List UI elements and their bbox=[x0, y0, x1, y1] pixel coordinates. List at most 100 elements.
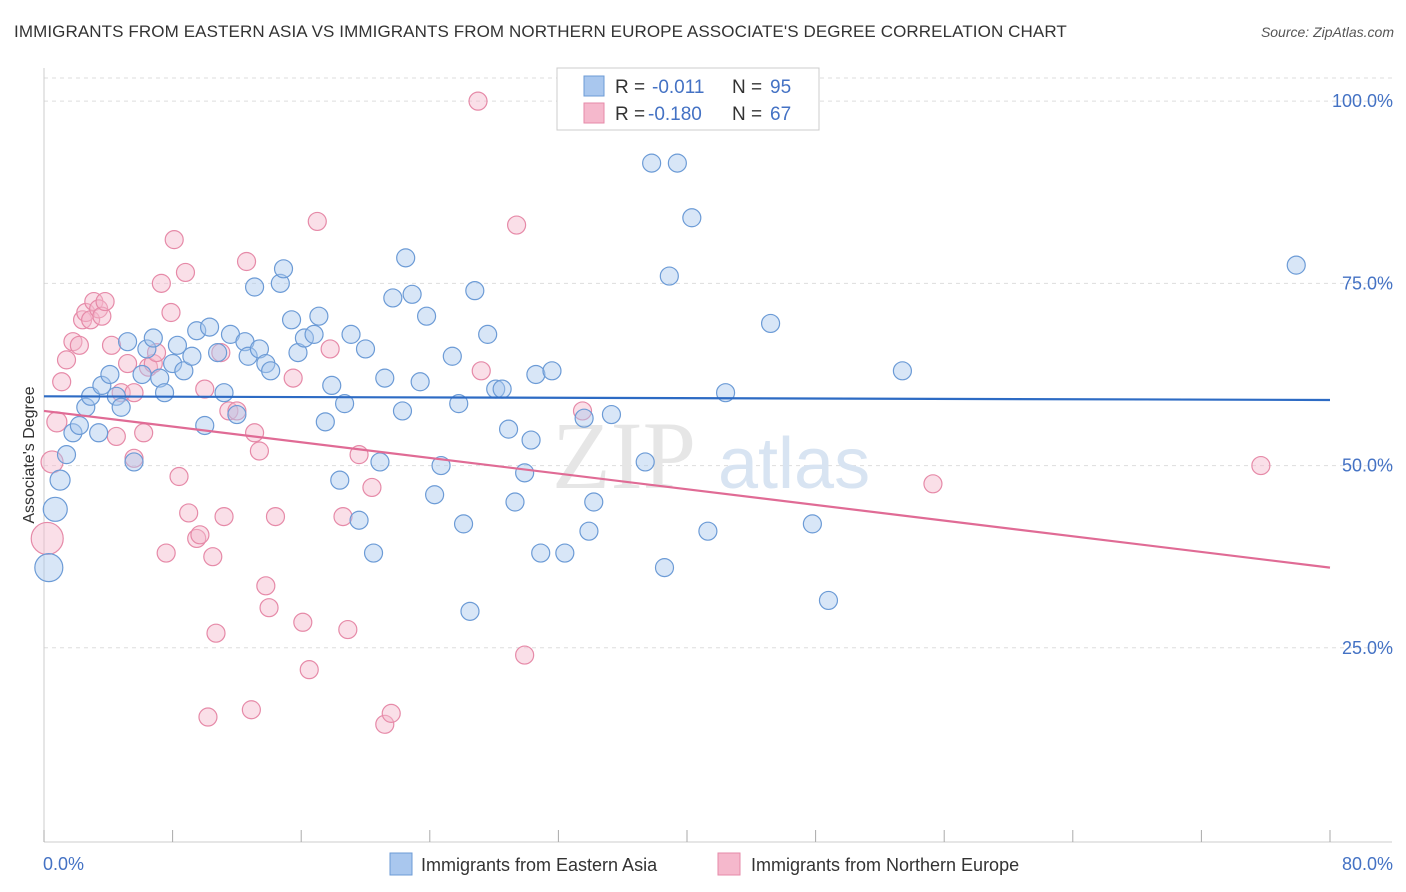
point-blue bbox=[163, 353, 183, 374]
trend-line-pink bbox=[43, 409, 1331, 569]
point-blue bbox=[363, 543, 384, 563]
x-tick-label-min: 0.0% bbox=[43, 854, 84, 874]
point-blue bbox=[270, 273, 290, 293]
point-blue bbox=[642, 153, 662, 173]
point-blue bbox=[498, 419, 519, 439]
point-blue bbox=[335, 394, 355, 414]
point-blue bbox=[273, 259, 294, 279]
point-pink bbox=[134, 423, 154, 443]
point-blue bbox=[892, 361, 913, 381]
point-pink bbox=[95, 291, 115, 312]
legend-r-value-blue: -0.011 bbox=[652, 77, 704, 98]
point-blue bbox=[322, 375, 342, 396]
point-pink bbox=[151, 273, 171, 293]
watermark-zip: ZIP bbox=[552, 402, 696, 509]
point-blue bbox=[682, 208, 702, 228]
point-blue bbox=[199, 317, 220, 337]
point-pink bbox=[507, 215, 527, 235]
point-pink bbox=[307, 211, 327, 232]
chart-title: IMMIGRANTS FROM EASTERN ASIA VS IMMIGRAN… bbox=[14, 22, 1067, 41]
point-pink bbox=[175, 262, 196, 283]
point-pink bbox=[169, 466, 189, 487]
point-blue bbox=[802, 514, 822, 534]
point-pink bbox=[236, 251, 257, 272]
bottom-legend-label-pink: Immigrants from Northern Europe bbox=[751, 855, 1019, 875]
x-tick-label-max: 80.0% bbox=[1342, 854, 1393, 874]
point-pink bbox=[381, 703, 401, 723]
point-pink bbox=[299, 660, 319, 680]
y-tick-label-100: 100.0% bbox=[1332, 91, 1393, 111]
point-pink bbox=[56, 350, 77, 370]
series-legend: Immigrants from Eastern Asia Immigrants … bbox=[389, 852, 1019, 876]
point-blue bbox=[478, 324, 498, 344]
point-blue bbox=[579, 521, 599, 541]
point-blue bbox=[187, 321, 207, 341]
x-tick-labels: 0.0% 80.0% bbox=[43, 854, 1393, 874]
point-blue bbox=[654, 558, 675, 578]
point-blue bbox=[635, 452, 655, 472]
data-points bbox=[30, 91, 1306, 734]
point-blue bbox=[818, 590, 839, 611]
point-blue bbox=[330, 470, 350, 490]
point-blue bbox=[521, 430, 541, 450]
point-blue bbox=[355, 339, 376, 359]
point-blue bbox=[531, 543, 551, 563]
point-blue bbox=[34, 553, 64, 583]
point-blue bbox=[410, 372, 430, 392]
point-blue bbox=[465, 281, 485, 301]
point-pink bbox=[333, 506, 353, 527]
bottom-legend-label-blue: Immigrants from Eastern Asia bbox=[421, 855, 658, 875]
point-blue bbox=[425, 485, 445, 505]
point-blue bbox=[167, 335, 188, 355]
point-pink bbox=[101, 335, 122, 355]
point-pink bbox=[124, 383, 144, 403]
bottom-legend-swatch-blue bbox=[389, 852, 413, 876]
legend-n-label-pink: N = bbox=[732, 104, 762, 125]
y-axis-label: Associate's Degree bbox=[21, 386, 38, 523]
point-blue bbox=[304, 324, 324, 344]
point-pink bbox=[214, 506, 234, 527]
point-blue bbox=[698, 521, 718, 541]
point-pink bbox=[187, 528, 207, 549]
point-blue bbox=[182, 346, 202, 366]
point-blue bbox=[124, 452, 144, 472]
point-blue bbox=[154, 383, 175, 403]
point-blue bbox=[396, 248, 416, 268]
point-blue bbox=[659, 266, 679, 286]
point-blue bbox=[100, 364, 120, 385]
point-pink bbox=[198, 707, 218, 727]
point-blue bbox=[261, 361, 281, 381]
point-blue bbox=[117, 332, 138, 352]
point-blue bbox=[416, 306, 437, 326]
point-blue bbox=[150, 368, 170, 388]
point-blue bbox=[63, 423, 83, 443]
point-pink bbox=[30, 521, 64, 556]
point-blue bbox=[111, 397, 131, 417]
point-blue bbox=[56, 445, 77, 465]
point-blue bbox=[526, 364, 546, 385]
point-blue bbox=[238, 346, 258, 366]
legend-r-label-pink: R = bbox=[615, 104, 645, 125]
point-pink bbox=[195, 379, 215, 399]
point-pink bbox=[244, 423, 265, 443]
point-pink bbox=[468, 91, 488, 111]
point-blue bbox=[208, 343, 228, 363]
point-blue bbox=[584, 492, 604, 512]
point-blue bbox=[92, 375, 112, 396]
point-blue bbox=[89, 423, 109, 443]
point-pink bbox=[203, 547, 223, 567]
point-pink bbox=[293, 612, 313, 632]
point-pink bbox=[63, 332, 83, 352]
point-blue bbox=[375, 368, 395, 388]
point-pink bbox=[206, 623, 226, 643]
watermark: ZIP atlas bbox=[552, 402, 870, 509]
legend-r-label-blue: R = bbox=[615, 77, 645, 98]
point-pink bbox=[117, 353, 138, 374]
point-pink bbox=[283, 368, 303, 388]
point-blue bbox=[431, 455, 451, 476]
point-blue bbox=[460, 601, 480, 621]
point-blue bbox=[515, 463, 535, 483]
point-blue bbox=[341, 324, 361, 344]
bottom-legend-swatch-pink bbox=[717, 852, 741, 876]
point-blue bbox=[137, 339, 157, 359]
